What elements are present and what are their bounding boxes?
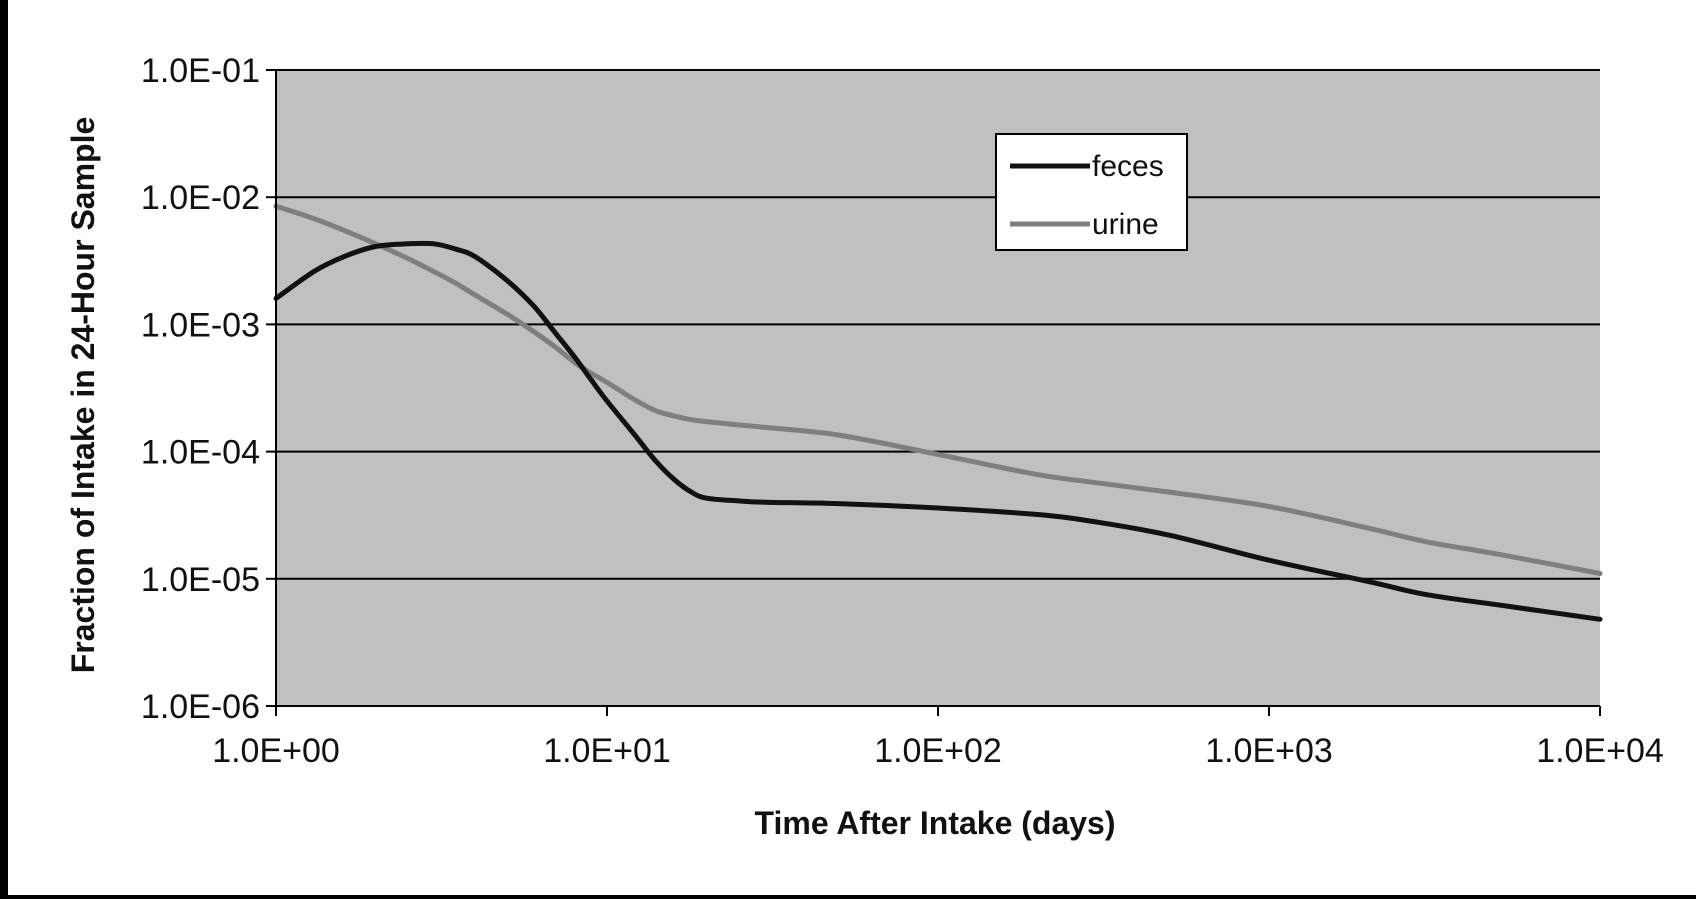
legend-label-urine: urine bbox=[1092, 208, 1159, 241]
series-line-feces bbox=[273, 240, 1603, 622]
series-line-urine bbox=[273, 203, 1603, 576]
y-tick-label: 1.0E-05 bbox=[141, 561, 260, 599]
y-tick-label: 1.0E-02 bbox=[141, 179, 260, 217]
legend: feces urine bbox=[995, 133, 1188, 251]
y-axis-tick-labels: 1.0E-01 1.0E-02 1.0E-03 1.0E-04 1.0E-05 1.0E-… bbox=[141, 52, 276, 726]
legend-box bbox=[995, 133, 1188, 251]
x-axis-tick-labels: 1.0E+00 1.0E+01 1.0E+02 1.0E+03 1.0E+04 bbox=[212, 706, 1664, 770]
y-axis-title: Fraction of Intake in 24-Hour Sample bbox=[65, 117, 101, 674]
gridlines bbox=[276, 69, 1600, 707]
plot-area: 1.0E-01 1.0E-02 1.0E-03 1.0E-04 1.0E-05 1.0E-… bbox=[141, 52, 1664, 770]
series-layer bbox=[273, 203, 1603, 622]
y-tick-label: 1.0E-03 bbox=[141, 306, 260, 344]
y-tick-label: 1.0E-04 bbox=[141, 434, 260, 472]
y-tick-label: 1.0E-06 bbox=[141, 688, 260, 726]
x-tick-label: 1.0E+00 bbox=[212, 732, 340, 770]
legend-label-feces: feces bbox=[1092, 150, 1164, 183]
y-tick-label: 1.0E-01 bbox=[141, 52, 260, 90]
x-tick-label: 1.0E+01 bbox=[543, 732, 671, 770]
x-tick-label: 1.0E+04 bbox=[1536, 732, 1664, 770]
plot-background bbox=[276, 70, 1600, 706]
x-tick-label: 1.0E+02 bbox=[874, 732, 1002, 770]
x-tick-label: 1.0E+03 bbox=[1205, 732, 1333, 770]
x-axis-title: Time After Intake (days) bbox=[755, 805, 1116, 841]
